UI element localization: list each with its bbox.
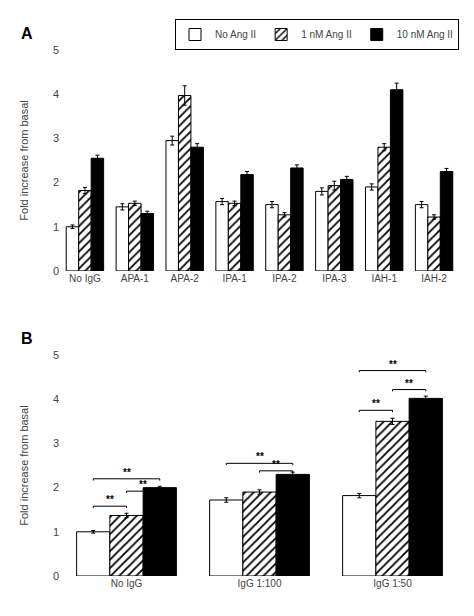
svg-text:**: ** — [272, 459, 280, 470]
svg-text:No Ang II: No Ang II — [215, 29, 256, 40]
svg-text:IAH-1: IAH-1 — [371, 273, 397, 284]
svg-text:IgG 1:100: IgG 1:100 — [238, 578, 282, 589]
svg-text:1: 1 — [53, 221, 59, 233]
svg-text:3: 3 — [53, 437, 59, 449]
svg-text:4: 4 — [53, 393, 59, 405]
svg-text:IPA-1: IPA-1 — [222, 273, 247, 284]
svg-text:1 nM Ang II: 1 nM Ang II — [301, 29, 352, 40]
svg-text:**: ** — [139, 479, 147, 490]
svg-text:**: ** — [256, 451, 264, 462]
svg-text:2: 2 — [53, 481, 59, 493]
svg-text:5: 5 — [53, 44, 59, 56]
svg-text:IPA-3: IPA-3 — [322, 273, 347, 284]
svg-text:Fold increase from basal: Fold increase from basal — [18, 405, 30, 525]
svg-text:APA-1: APA-1 — [121, 273, 150, 284]
svg-text:**: ** — [405, 378, 413, 389]
svg-text:10 nM Ang II: 10 nM Ang II — [397, 29, 453, 40]
svg-text:IgG 1:50: IgG 1:50 — [373, 578, 412, 589]
svg-text:No IgG: No IgG — [69, 273, 101, 284]
svg-text:Fold increase from basal: Fold increase from basal — [18, 100, 30, 220]
svg-text:5: 5 — [53, 349, 59, 361]
svg-text:1: 1 — [53, 526, 59, 538]
svg-text:B: B — [21, 330, 33, 347]
svg-text:IPA-2: IPA-2 — [272, 273, 297, 284]
svg-text:APA-2: APA-2 — [171, 273, 200, 284]
svg-text:4: 4 — [53, 88, 59, 100]
svg-text:0: 0 — [53, 570, 59, 582]
svg-text:A: A — [21, 25, 33, 42]
svg-text:**: ** — [372, 398, 380, 409]
svg-text:3: 3 — [53, 132, 59, 144]
svg-text:**: ** — [106, 494, 114, 505]
svg-text:**: ** — [389, 359, 397, 370]
svg-text:IAH-2: IAH-2 — [421, 273, 447, 284]
svg-text:2: 2 — [53, 176, 59, 188]
svg-text:0: 0 — [53, 265, 59, 277]
svg-text:**: ** — [123, 467, 131, 478]
svg-text:No IgG: No IgG — [111, 578, 143, 589]
